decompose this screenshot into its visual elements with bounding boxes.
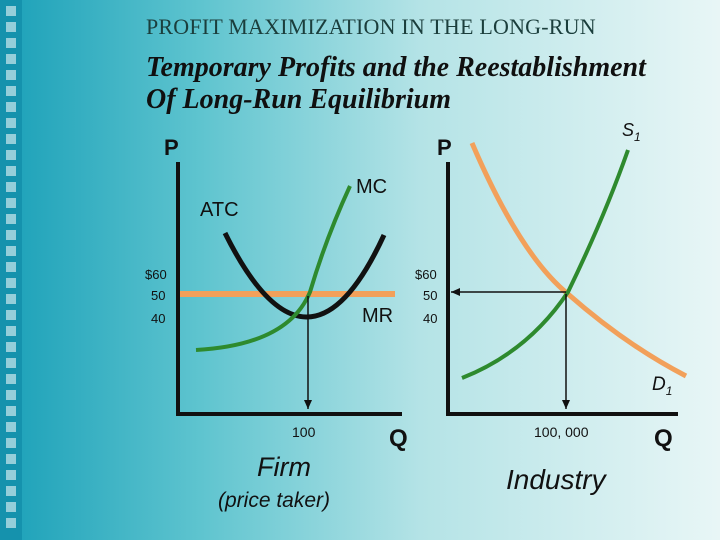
firm-caption-sub: (price taker) [218,489,330,512]
industry-price-tick-50: 50 [423,288,437,303]
industry-demand-label-sub: 1 [666,384,673,398]
industry-price-tick-60: $60 [415,267,437,282]
industry-caption: Industry [506,464,608,495]
firm-price-tick-50: 50 [151,288,165,303]
firm-axis-q-label: Q [389,425,408,452]
industry-demand-label-base: D [652,374,666,395]
industry-quantity-tick: 100, 000 [534,424,589,440]
industry-axis-p-label: P [437,135,452,160]
industry-supply-label-base: S [622,120,634,140]
industry-demand-label: D1 [652,374,672,398]
decorative-squares [4,6,18,534]
industry-price-tick-40: 40 [423,311,437,326]
subtitle-line-1: Temporary Profits and the Reestablishmen… [146,52,646,83]
industry-supply-label-sub: 1 [634,130,641,144]
subtitle-line-2: Of Long-Run Equilibrium [146,84,451,115]
firm-quantity-tick: 100 [292,424,316,440]
firm-atc-curve [222,231,387,320]
firm-caption: Firm [257,452,311,482]
industry-panel: P Q S1 D1 $60 50 40 100, 000 Industry [415,120,688,495]
firm-atc-label: ATC [200,199,239,221]
firm-mc-label: MC [356,176,387,198]
firm-price-tick-60: $60 [145,267,167,282]
slide-title: PROFIT MAXIMIZATION IN THE LONG-RUN [146,14,596,39]
firm-axis-p-label: P [164,135,179,160]
industry-demand-curve [461,149,630,380]
firm-mr-label: MR [362,305,393,327]
industry-supply-label: S1 [622,120,641,144]
slide-subtitle: Temporary Profits and the Reestablishmen… [146,52,706,116]
industry-axes [446,162,678,416]
firm-axes [176,162,402,416]
industry-axis-q-label: Q [654,425,673,452]
firm-price-tick-40: 40 [151,311,165,326]
left-decorative-strip [0,0,22,540]
firm-mc-curve [195,185,352,352]
firm-panel: P Q ATC MC MR $60 50 40 100 Firm (price … [145,135,408,512]
industry-supply-curve [469,142,688,379]
